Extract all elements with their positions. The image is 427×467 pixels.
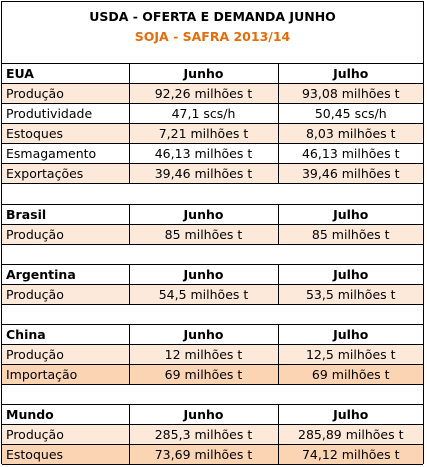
table-row: Produção 54,5 milhões t 53,5 milhões t xyxy=(2,284,423,305)
column-header-junho: Junho xyxy=(129,264,279,285)
value-julho: 85 milhões t xyxy=(278,224,423,245)
report-subtitle: SOJA - SAFRA 2013/14 xyxy=(134,29,291,44)
column-header-junho: Junho xyxy=(129,64,279,84)
row-label: Produção xyxy=(2,424,130,445)
value-junho: 54,5 milhões t xyxy=(129,284,279,305)
value-junho: 69 milhões t xyxy=(129,364,279,385)
table-row: Exportações 39,46 milhões t 39,46 milhõe… xyxy=(2,163,423,184)
value-junho: 73,69 milhões t xyxy=(129,444,279,465)
section-name: China xyxy=(2,324,130,345)
table-row: Produção 85 milhões t 85 milhões t xyxy=(2,224,423,245)
value-julho: 46,13 milhões t xyxy=(278,143,423,164)
value-julho: 93,08 milhões t xyxy=(278,83,423,104)
value-junho: 12 milhões t xyxy=(129,344,279,365)
value-junho: 85 milhões t xyxy=(129,224,279,245)
value-julho: 39,46 milhões t xyxy=(278,163,423,184)
value-junho: 285,3 milhões t xyxy=(129,424,279,445)
value-julho: 12,5 milhões t xyxy=(278,344,423,365)
title-block: USDA - OFERTA E DEMANDA JUNHO SOJA - SAF… xyxy=(2,2,423,64)
report-title: USDA - OFERTA E DEMANDA JUNHO xyxy=(89,9,336,24)
column-header-junho: Junho xyxy=(129,204,279,225)
row-label: Produção xyxy=(2,224,130,245)
column-header-junho: Junho xyxy=(129,404,279,425)
table-row: Produção 285,3 milhões t 285,89 milhões … xyxy=(2,424,423,445)
column-header-julho: Julho xyxy=(278,64,423,84)
value-julho: 8,03 milhões t xyxy=(278,123,423,144)
column-header-julho: Julho xyxy=(278,264,423,285)
value-julho: 53,5 milhões t xyxy=(278,284,423,305)
row-label: Produção xyxy=(2,83,130,104)
table-row: Produtividade 47,1 scs/h 50,45 scs/h xyxy=(2,103,423,124)
value-julho: 69 milhões t xyxy=(278,364,423,385)
row-label: Exportações xyxy=(2,163,130,184)
value-julho: 285,89 milhões t xyxy=(278,424,423,445)
column-header-julho: Julho xyxy=(278,204,423,225)
section-name: Brasil xyxy=(2,204,130,225)
row-label: Produtividade xyxy=(2,103,130,124)
row-label: Produção xyxy=(2,284,130,305)
table-row: Produção 12 milhões t 12,5 milhões t xyxy=(2,344,423,365)
column-header-julho: Julho xyxy=(278,324,423,345)
section-name: Mundo xyxy=(2,404,130,425)
table-row: Importação 69 milhões t 69 milhões t xyxy=(2,364,423,385)
value-julho: 50,45 scs/h xyxy=(278,103,423,124)
section-header-row: EUA Junho Julho xyxy=(2,64,423,84)
section-china: China Junho Julho Produção 12 milhões t … xyxy=(2,324,423,385)
table-row: Produção 92,26 milhões t 93,08 milhões t xyxy=(2,83,423,104)
section-header-row: Mundo Junho Julho xyxy=(2,404,423,425)
section-mundo: Mundo Junho Julho Produção 285,3 milhões… xyxy=(2,404,423,465)
value-julho: 74,12 milhões t xyxy=(278,444,423,465)
row-label: Produção xyxy=(2,344,130,365)
section-header-row: Brasil Junho Julho xyxy=(2,204,423,225)
section-name: EUA xyxy=(2,64,130,84)
table-row: Estoques 73,69 milhões t 74,12 milhões t xyxy=(2,444,423,465)
section-argentina: Argentina Junho Julho Produção 54,5 milh… xyxy=(2,264,423,305)
value-junho: 47,1 scs/h xyxy=(129,103,279,124)
column-header-junho: Junho xyxy=(129,324,279,345)
row-label: Estoques xyxy=(2,123,130,144)
value-junho: 39,46 milhões t xyxy=(129,163,279,184)
table-row: Estoques 7,21 milhões t 8,03 milhões t xyxy=(2,123,423,144)
section-name: Argentina xyxy=(2,264,130,285)
section-eua: EUA Junho Julho Produção 92,26 milhões t… xyxy=(2,64,423,184)
row-label: Esmagamento xyxy=(2,143,130,164)
row-label: Importação xyxy=(2,364,130,385)
value-junho: 7,21 milhões t xyxy=(129,123,279,144)
row-label: Estoques xyxy=(2,444,130,465)
section-header-row: Argentina Junho Julho xyxy=(2,264,423,285)
column-header-julho: Julho xyxy=(278,404,423,425)
table-row: Esmagamento 46,13 milhões t 46,13 milhõe… xyxy=(2,143,423,164)
section-header-row: China Junho Julho xyxy=(2,324,423,345)
section-brasil: Brasil Junho Julho Produção 85 milhões t… xyxy=(2,204,423,245)
value-junho: 92,26 milhões t xyxy=(129,83,279,104)
value-junho: 46,13 milhões t xyxy=(129,143,279,164)
